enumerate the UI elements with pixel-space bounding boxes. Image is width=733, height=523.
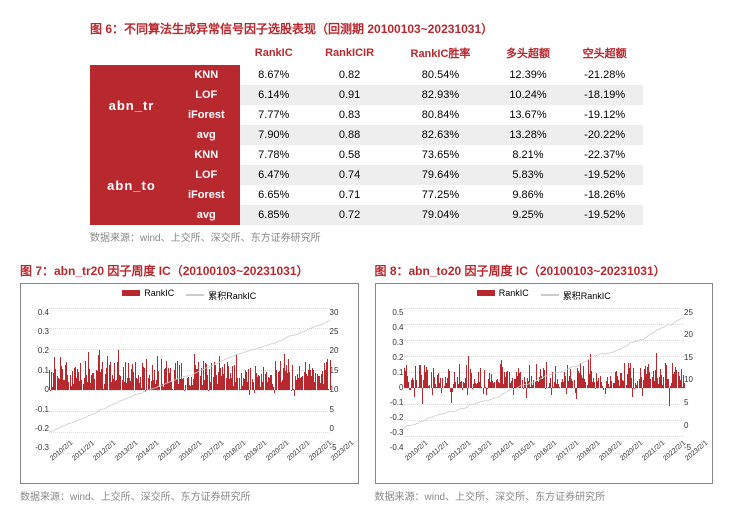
value-cell: 80.84% (391, 105, 489, 125)
col-header: RankIC胜率 (391, 41, 489, 65)
figure-6-source: 数据来源：wind、上交所、深交所、东方证券研究所 (90, 229, 643, 244)
value-cell: 6.65% (240, 185, 308, 205)
plot-area (404, 308, 685, 453)
value-cell: 77.25% (391, 185, 489, 205)
value-cell: -19.52% (566, 205, 643, 225)
alg-cell: iForest (173, 105, 240, 125)
plot-box: 0.50.40.30.20.10-0.1-0.2-0.3-0.4 25201510… (375, 304, 714, 484)
alg-cell: KNN (173, 65, 240, 85)
plot-box: 0.40.30.20.10-0.1-0.2-0.3 302520151050-52… (20, 304, 359, 484)
y-axis-right: 2520151050-5 (684, 308, 710, 453)
value-cell: 82.93% (391, 85, 489, 105)
value-cell: 6.14% (240, 85, 308, 105)
table-row: LOF6.14%0.9182.93%10.24%-18.19% (90, 85, 643, 105)
table-row: avg6.85%0.7279.04%9.25%-19.52% (90, 205, 643, 225)
figure-6-table: 图 6：不同算法生成异常信号因子选股表现（回测期 20100103~202310… (90, 20, 643, 244)
table-row: abn_toKNN7.78%0.5873.65%8.21%-22.37% (90, 145, 643, 165)
y-axis-left: 0.50.40.30.20.10-0.1-0.2-0.3-0.4 (378, 308, 404, 453)
x-axis: 2010/2/12011/2/12012/2/12013/2/12014/2/1… (404, 453, 685, 483)
value-cell: -20.22% (566, 125, 643, 145)
cumulative-line (49, 308, 330, 453)
value-cell: 79.04% (391, 205, 489, 225)
legend: RankIC 累积RankIC (375, 283, 714, 304)
col-header: 多头超额 (490, 41, 567, 65)
value-cell: 0.83 (308, 105, 391, 125)
table-row: avg7.90%0.8882.63%13.28%-20.22% (90, 125, 643, 145)
value-cell: 0.71 (308, 185, 391, 205)
figure-6-title: 图 6：不同算法生成异常信号因子选股表现（回测期 20100103~202310… (90, 20, 643, 37)
charts-row: 图 7：abn_tr20 因子周度 IC（20100103~20231031） R… (20, 262, 713, 503)
legend-line: 累积RankIC (541, 289, 611, 302)
table-row: iForest7.77%0.8380.84%13.67%-19.12% (90, 105, 643, 125)
value-cell: 6.85% (240, 205, 308, 225)
value-cell: 12.39% (490, 65, 567, 85)
value-cell: 9.25% (490, 205, 567, 225)
chart-source: 数据来源：wind、上交所、深交所、东方证券研究所 (20, 488, 359, 503)
value-cell: 0.58 (308, 145, 391, 165)
table-row: LOF6.47%0.7479.64%5.83%-19.52% (90, 165, 643, 185)
value-cell: 9.86% (490, 185, 567, 205)
value-cell: -22.37% (566, 145, 643, 165)
x-axis: 2010/2/12011/2/12012/2/12013/2/12014/2/1… (49, 453, 330, 483)
value-cell: 13.67% (490, 105, 567, 125)
y-axis-right: 302520151050-5 (330, 308, 356, 453)
value-cell: -18.26% (566, 185, 643, 205)
alg-cell: KNN (173, 145, 240, 165)
alg-cell: LOF (173, 85, 240, 105)
value-cell: -19.52% (566, 165, 643, 185)
value-cell: 0.91 (308, 85, 391, 105)
value-cell: 73.65% (391, 145, 489, 165)
value-cell: 0.82 (308, 65, 391, 85)
chart-8: 图 8：abn_to20 因子周度 IC（20100103~20231031） R… (375, 262, 714, 503)
y-axis-left: 0.40.30.20.10-0.1-0.2-0.3 (23, 308, 49, 453)
legend: RankIC 累积RankIC (20, 283, 359, 304)
value-cell: 0.88 (308, 125, 391, 145)
value-cell: 7.77% (240, 105, 308, 125)
value-cell: 0.72 (308, 205, 391, 225)
alg-cell: avg (173, 205, 240, 225)
value-cell: 6.47% (240, 165, 308, 185)
value-cell: -18.19% (566, 85, 643, 105)
performance-table: RankICRankICIRRankIC胜率多头超额空头超额 abn_trKNN… (90, 41, 643, 225)
value-cell: 7.78% (240, 145, 308, 165)
legend-line: 累积RankIC (186, 289, 256, 302)
value-cell: 5.83% (490, 165, 567, 185)
chart-source: 数据来源：wind、上交所、深交所、东方证券研究所 (375, 488, 714, 503)
value-cell: 80.54% (391, 65, 489, 85)
value-cell: 7.90% (240, 125, 308, 145)
value-cell: -19.12% (566, 105, 643, 125)
group-cell: abn_to (90, 145, 173, 225)
col-header: RankICIR (308, 41, 391, 65)
value-cell: 0.74 (308, 165, 391, 185)
cumulative-line (404, 308, 685, 453)
legend-bar: RankIC (122, 288, 174, 298)
plot-area (49, 308, 330, 453)
chart-7: 图 7：abn_tr20 因子周度 IC（20100103~20231031） R… (20, 262, 359, 503)
value-cell: 79.64% (391, 165, 489, 185)
table-row: abn_trKNN8.67%0.8280.54%12.39%-21.28% (90, 65, 643, 85)
chart-title: 图 7：abn_tr20 因子周度 IC（20100103~20231031） (20, 262, 359, 279)
value-cell: 10.24% (490, 85, 567, 105)
col-header: 空头超额 (566, 41, 643, 65)
value-cell: 8.21% (490, 145, 567, 165)
col-header: RankIC (240, 41, 308, 65)
value-cell: -21.28% (566, 65, 643, 85)
alg-cell: avg (173, 125, 240, 145)
legend-bar: RankIC (477, 288, 529, 298)
alg-cell: iForest (173, 185, 240, 205)
value-cell: 82.63% (391, 125, 489, 145)
value-cell: 13.28% (490, 125, 567, 145)
value-cell: 8.67% (240, 65, 308, 85)
table-row: iForest6.65%0.7177.25%9.86%-18.26% (90, 185, 643, 205)
group-cell: abn_tr (90, 65, 173, 145)
chart-title: 图 8：abn_to20 因子周度 IC（20100103~20231031） (375, 262, 714, 279)
alg-cell: LOF (173, 165, 240, 185)
